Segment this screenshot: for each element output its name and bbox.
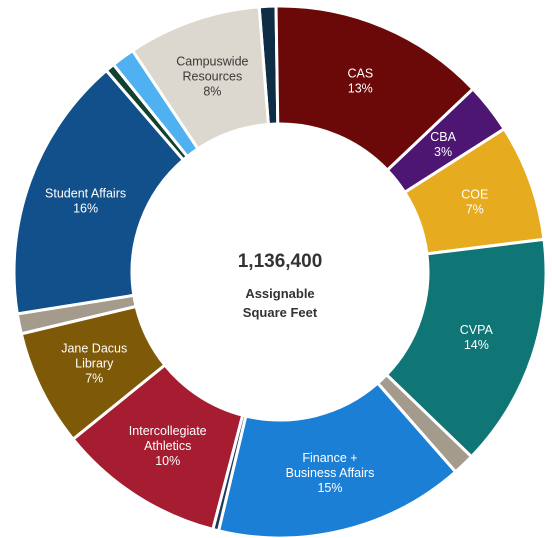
- total-square-feet: 1,136,400: [238, 251, 323, 272]
- donut-slices: [12, 4, 548, 538]
- slice-label-library-2: 7%: [85, 371, 103, 385]
- slice-label-athletics-1: Athletics: [144, 439, 191, 453]
- slice-label-finance-1: Business Affairs: [286, 466, 375, 480]
- slice-label-cvpa-0: CVPA: [460, 323, 494, 337]
- slice-finance: [216, 381, 458, 538]
- slice-student: [12, 68, 186, 316]
- slice-label-student-0: Student Affairs: [45, 186, 126, 200]
- slice-label-finance-2: 15%: [317, 481, 342, 495]
- slice-label-student-1: 16%: [73, 201, 98, 215]
- slice-label-cvpa-1: 14%: [464, 338, 489, 352]
- slice-label-campuswide-1: Resources: [182, 69, 242, 83]
- slice-label-cba-0: CBA: [430, 130, 456, 144]
- slice-label-library-1: Library: [75, 356, 114, 370]
- slice-label-athletics-2: 10%: [155, 454, 180, 468]
- slice-cvpa: [384, 237, 548, 459]
- slice-label-cas-0: CAS: [347, 67, 373, 81]
- slice-label-campuswide-0: Campuswide: [176, 54, 248, 68]
- slice-label-coe-1: 7%: [466, 202, 484, 216]
- slice-label-finance-0: Finance +: [302, 451, 357, 465]
- center-subtitle-line1: Assignable: [245, 286, 314, 301]
- slice-label-cba-1: 3%: [434, 145, 452, 159]
- center-subtitle-line2: Square Feet: [243, 305, 318, 320]
- slice-campuswide: [130, 5, 271, 151]
- center-label: 1,136,400 Assignable Square Feet: [238, 251, 323, 320]
- slice-label-library-0: Jane Dacus: [61, 341, 127, 355]
- slice-label-cas-1: 13%: [348, 82, 373, 96]
- slice-label-campuswide-2: 8%: [203, 84, 221, 98]
- slice-label-coe-0: COE: [461, 187, 488, 201]
- slice-label-athletics-0: Intercollegiate: [129, 424, 207, 438]
